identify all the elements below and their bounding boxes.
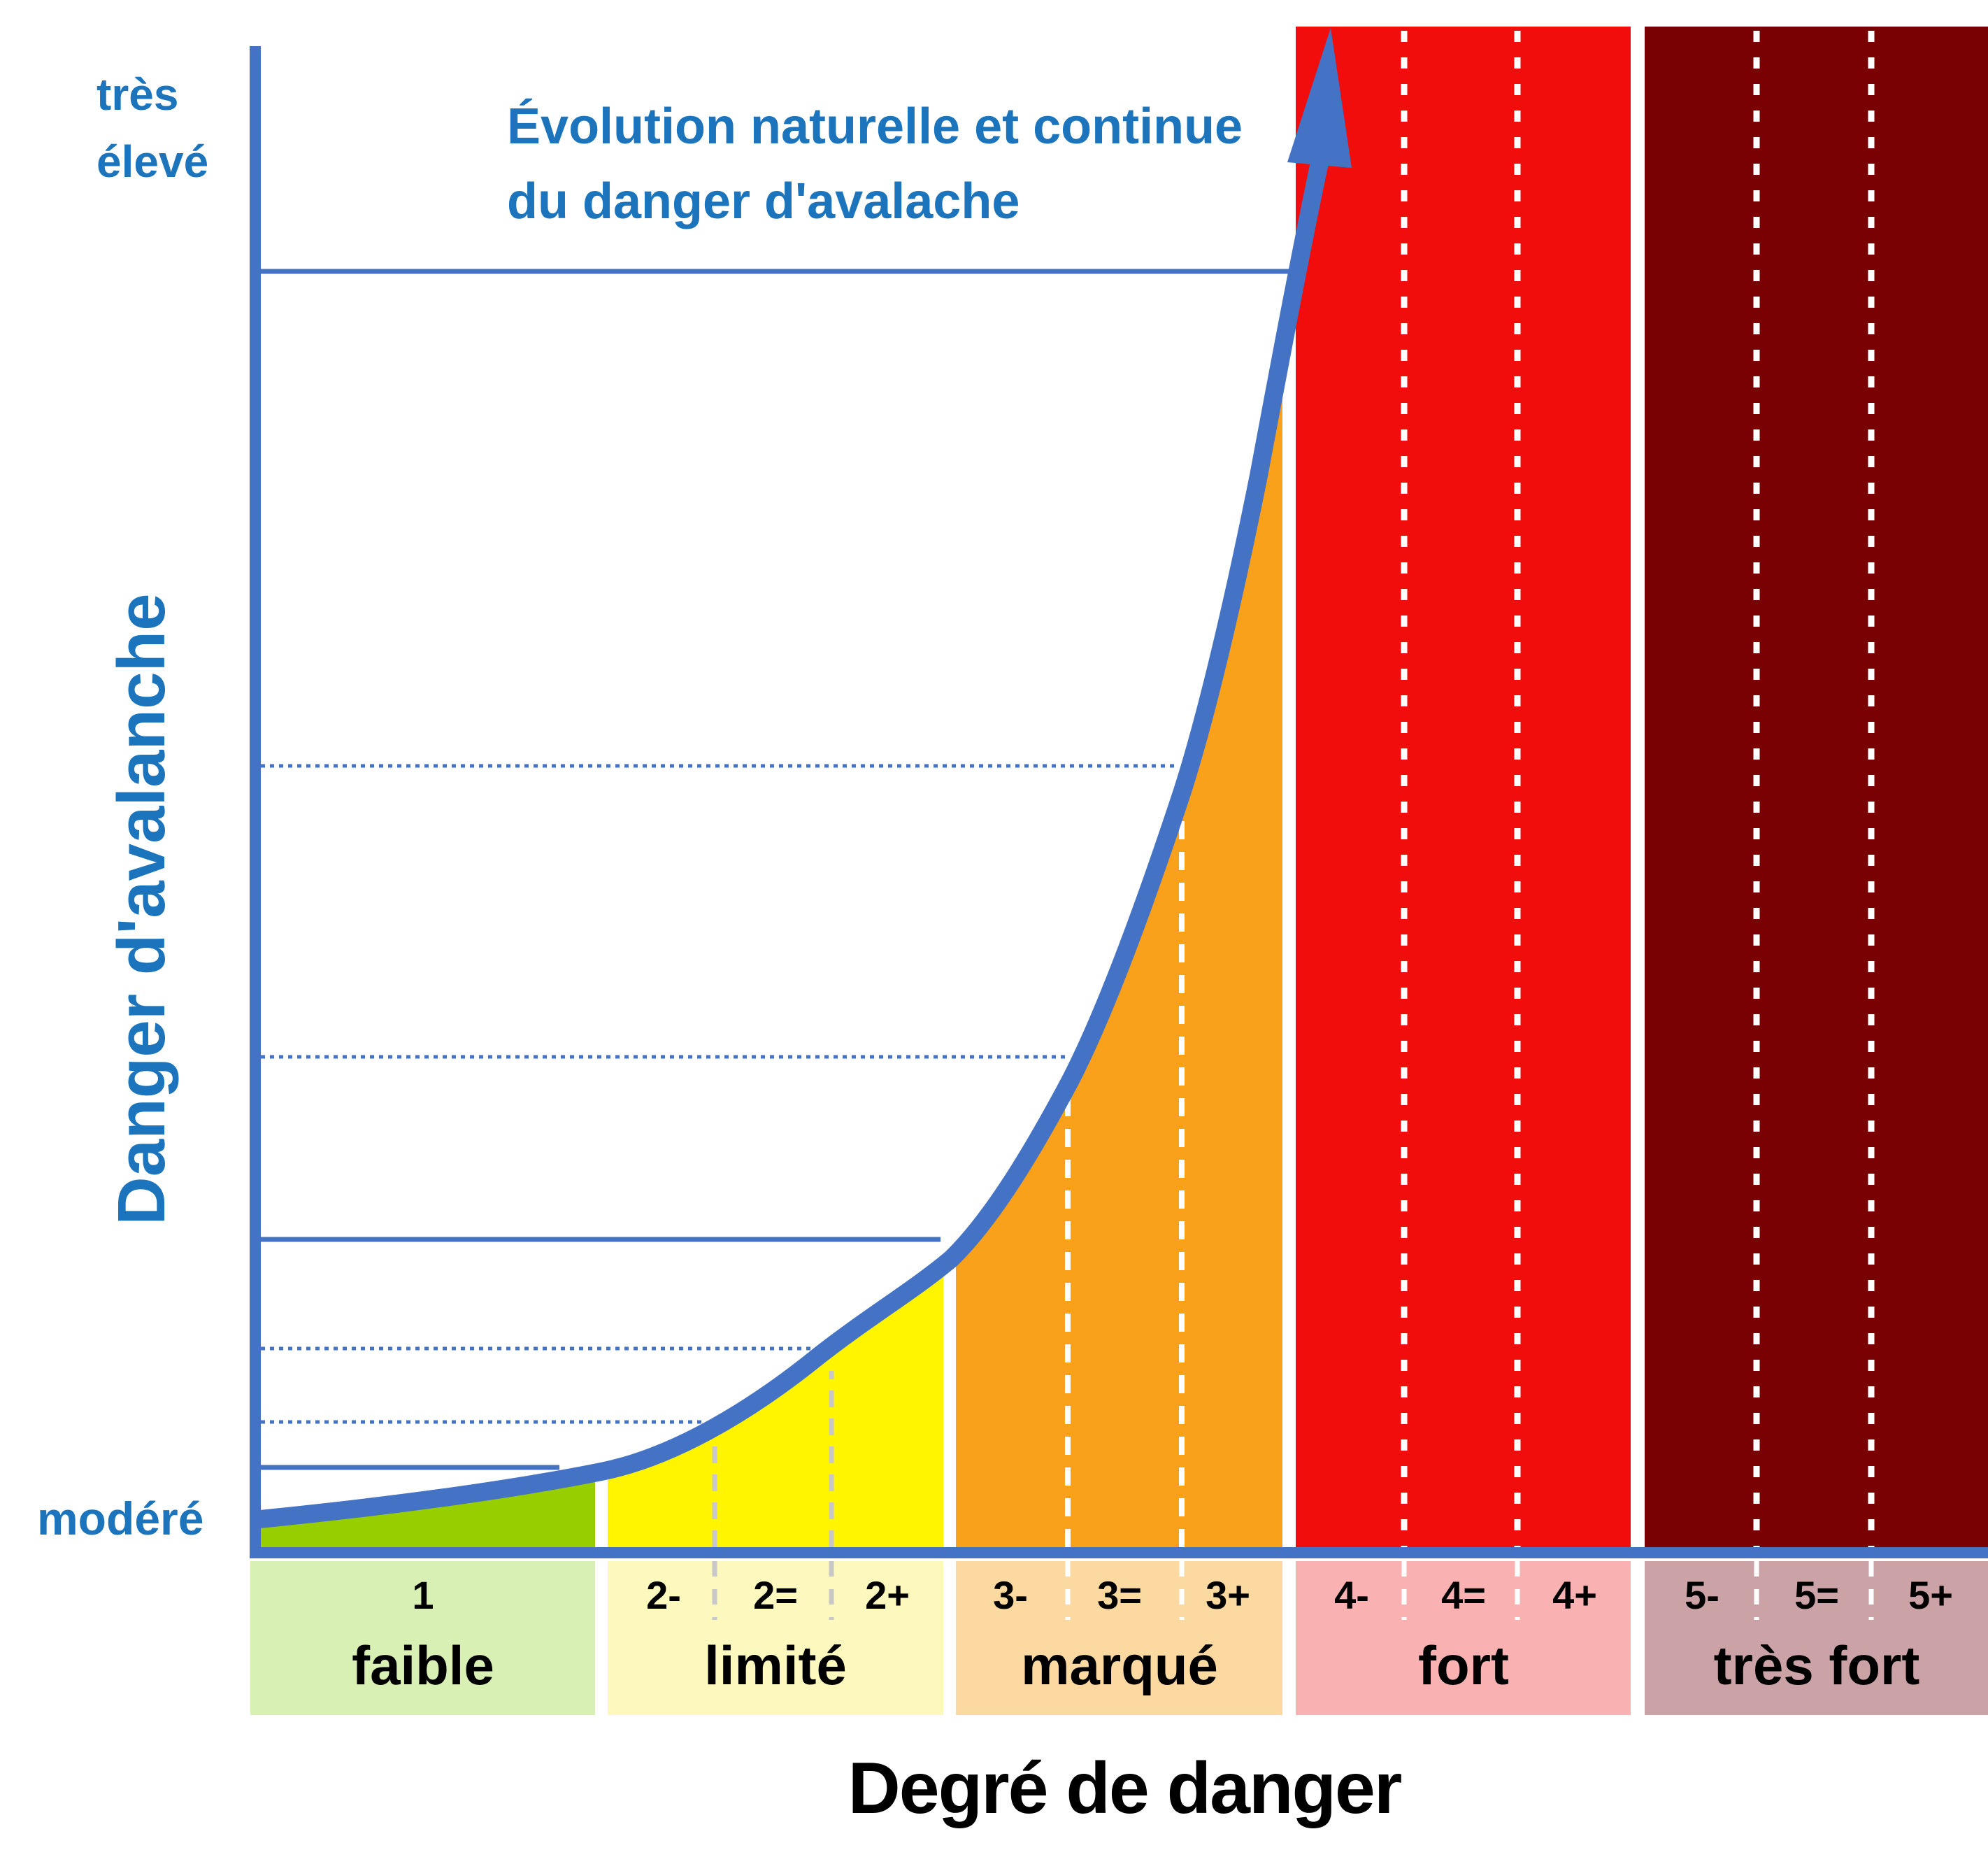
sublevel-label-4-: 4-: [1334, 1573, 1369, 1617]
sublevel-label-2=: 2=: [753, 1573, 798, 1617]
y-label-tres: très: [96, 69, 178, 120]
x-axis-title: Degré de danger: [848, 1748, 1401, 1829]
sublevel-label-4+: 4+: [1552, 1573, 1597, 1617]
y-axis-title: Danger d'avalanche: [104, 593, 179, 1225]
area-marque: [956, 334, 1282, 1547]
sublevel-label-2+: 2+: [865, 1573, 910, 1617]
area-limite: [608, 1267, 943, 1547]
band-label-limite: limité: [704, 1635, 847, 1696]
danger-curve: [259, 157, 1329, 1528]
sublevel-label-3+: 3+: [1206, 1573, 1250, 1617]
area-fort: [1296, 27, 1631, 1547]
sublevel-label-4=: 4=: [1441, 1573, 1486, 1617]
band-strip-fort: [1296, 1561, 1631, 1715]
sublevel-label-3-: 3-: [993, 1573, 1028, 1617]
band-label-faible: faible: [352, 1635, 494, 1696]
band-strip-limite: [608, 1561, 943, 1715]
band-strip-faible: [250, 1561, 595, 1715]
sublevel-label-1: 1: [412, 1573, 434, 1617]
area-tres-fort: [1645, 27, 1988, 1547]
band-label-fort: fort: [1418, 1635, 1509, 1696]
band-strip-marque: [956, 1561, 1282, 1715]
arrow-head-icon: [1287, 28, 1352, 168]
y-label-modere: modéré: [37, 1493, 203, 1544]
y-axis-line: [250, 46, 261, 1558]
band-label-marque: marqué: [1021, 1635, 1218, 1696]
sublevel-label-5=: 5=: [1794, 1573, 1839, 1617]
sublevel-label-2-: 2-: [646, 1573, 681, 1617]
sublevel-label-5+: 5+: [1908, 1573, 1953, 1617]
chart-title-line2: du danger d'avalache: [507, 173, 1020, 229]
band-label-tres-fort: très fort: [1714, 1635, 1920, 1696]
sublevel-label-3=: 3=: [1097, 1573, 1142, 1617]
sublevel-label-5-: 5-: [1685, 1573, 1719, 1617]
y-label-eleve: élevé: [96, 136, 208, 187]
x-axis-line: [250, 1547, 1988, 1558]
band-strip-tres-fort: [1645, 1561, 1988, 1715]
chart-title-line1: Évolution naturelle et continue: [507, 99, 1243, 155]
